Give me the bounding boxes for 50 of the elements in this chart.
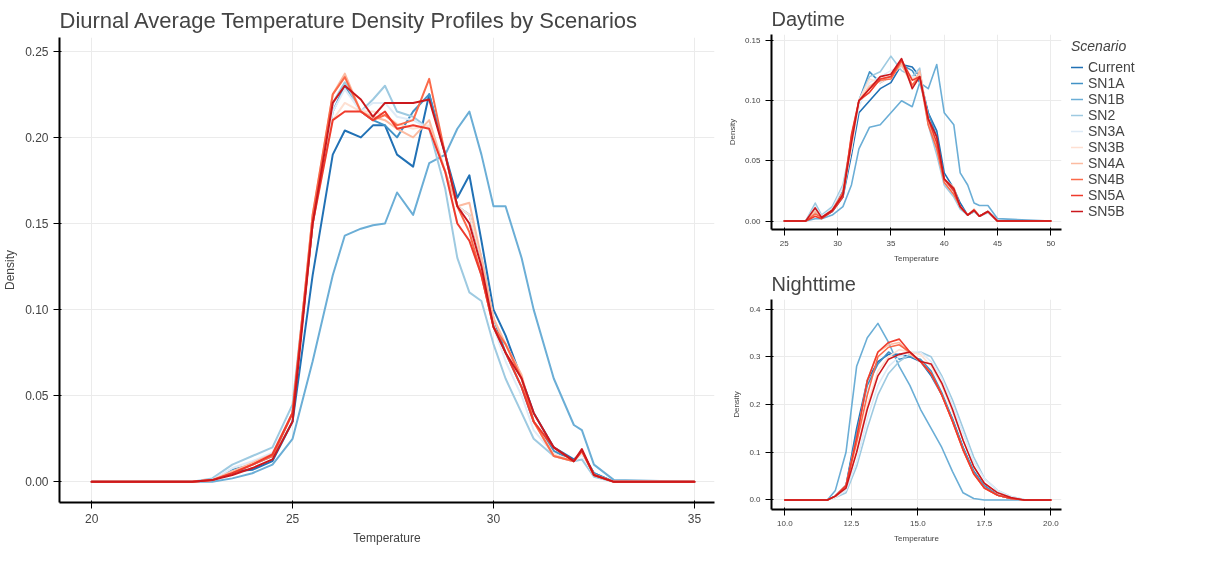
x-tick-label: 45 bbox=[993, 238, 1003, 248]
x-tick-label: 30 bbox=[833, 238, 843, 248]
legend-label: SN1B bbox=[1088, 91, 1125, 107]
y-tick-label: 0.15 bbox=[25, 217, 49, 231]
x-axis-title: Temperature bbox=[353, 530, 422, 545]
x-tick-label: 25 bbox=[779, 238, 790, 248]
chart-title: Nighttime bbox=[771, 272, 856, 295]
x-tick-label: 35 bbox=[886, 238, 896, 248]
legend-label: SN4B bbox=[1088, 171, 1125, 187]
x-tick-label: 20.0 bbox=[1043, 518, 1060, 528]
legend-label: SN4A bbox=[1088, 155, 1125, 171]
legend-label: SN2 bbox=[1088, 107, 1116, 123]
x-axis-title: Temperature bbox=[894, 533, 940, 543]
x-tick-label: 35 bbox=[687, 511, 702, 526]
chart-title: Diurnal Average Temperature Density Profiles by Scenarios bbox=[59, 7, 638, 33]
x-tick-label: 20 bbox=[84, 511, 99, 526]
legend-label: SN3A bbox=[1088, 123, 1125, 139]
y-tick-label: 0.10 bbox=[744, 96, 762, 106]
legend-label: SN1A bbox=[1088, 75, 1125, 91]
x-tick-label: 50 bbox=[1046, 238, 1056, 248]
x-tick-label: 25 bbox=[285, 511, 300, 526]
y-tick-label: 0.2 bbox=[749, 400, 762, 409]
x-tick-label: 17.5 bbox=[976, 518, 993, 528]
x-tick-label: 30 bbox=[486, 511, 501, 526]
y-axis-title: Density bbox=[727, 118, 737, 146]
legend-label: SN5B bbox=[1088, 203, 1125, 219]
y-tick-label: 0.1 bbox=[749, 447, 762, 457]
y-axis-title: Density bbox=[3, 249, 18, 291]
y-tick-label: 0.25 bbox=[25, 44, 49, 59]
x-tick-label: 40 bbox=[939, 238, 950, 248]
x-tick-label: 15.0 bbox=[910, 518, 927, 528]
y-tick-label: 0.4 bbox=[749, 304, 762, 314]
y-tick-label: 0.20 bbox=[25, 130, 49, 145]
y-tick-label: 0.00 bbox=[744, 216, 762, 226]
x-tick-label: 10.0 bbox=[777, 518, 794, 528]
x-axis-title: Temperature bbox=[894, 253, 940, 263]
y-tick-label: 0.05 bbox=[744, 156, 762, 166]
legend-label: SN3B bbox=[1088, 139, 1125, 155]
legend-label: Current bbox=[1088, 59, 1135, 75]
y-tick-label: 0.10 bbox=[25, 303, 49, 318]
y-tick-label: 0.3 bbox=[749, 352, 762, 362]
y-tick-label: 0.0 bbox=[749, 495, 762, 505]
y-tick-label: 0.00 bbox=[25, 475, 49, 490]
y-tick-label: 0.05 bbox=[25, 389, 49, 404]
legend-title: Scenario bbox=[1071, 38, 1128, 54]
y-axis-title: Density bbox=[732, 391, 742, 418]
y-tick-label: 0.15 bbox=[744, 36, 762, 46]
chart-title: Daytime bbox=[771, 7, 845, 30]
x-tick-label: 12.5 bbox=[843, 518, 860, 528]
legend-label: SN5A bbox=[1088, 187, 1125, 203]
